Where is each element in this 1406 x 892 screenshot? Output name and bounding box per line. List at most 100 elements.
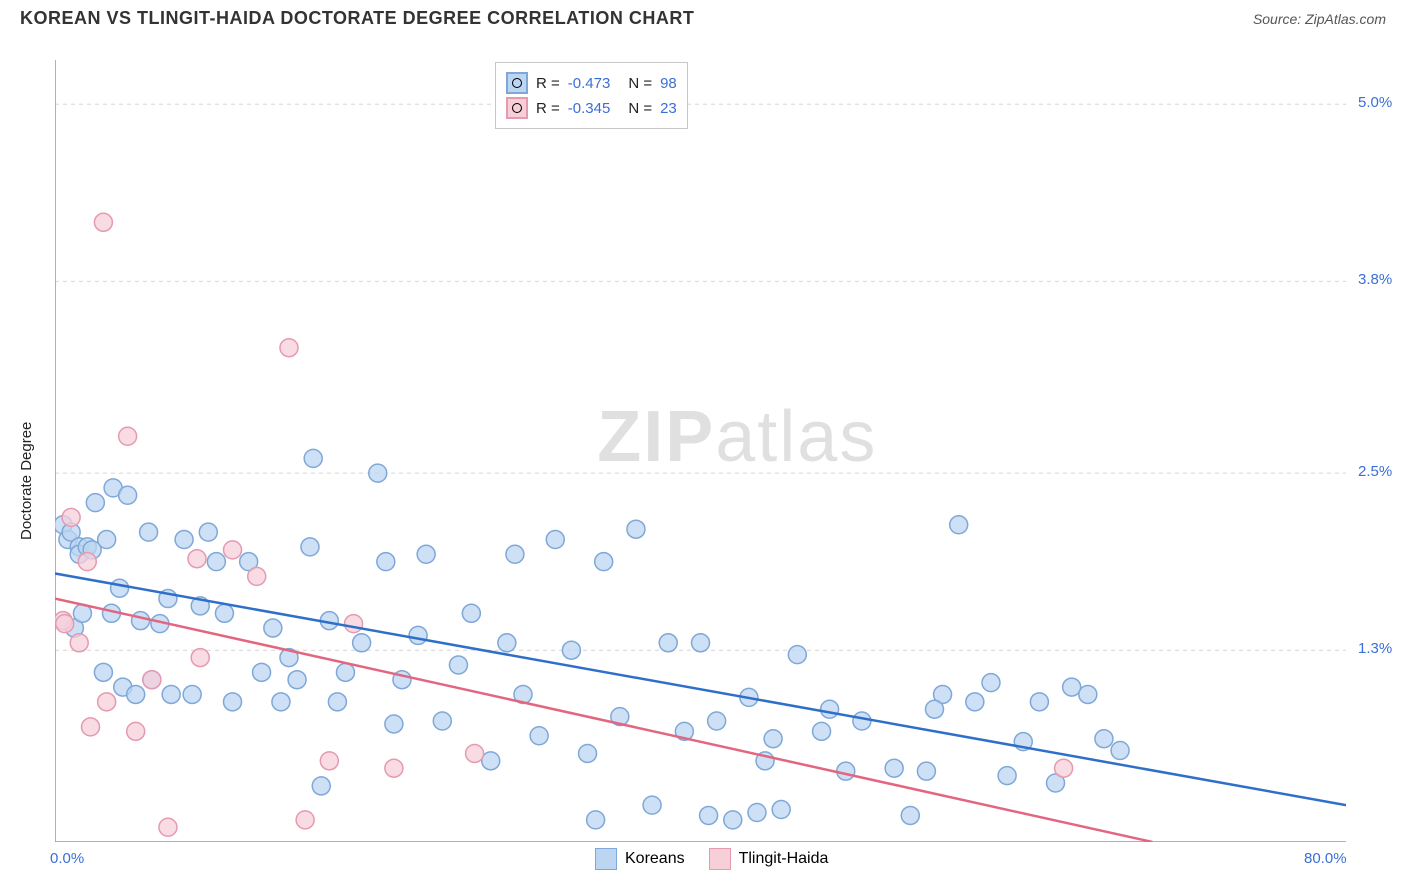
data-point-koreans bbox=[788, 646, 806, 664]
data-point-tlingit bbox=[280, 339, 298, 357]
data-point-koreans bbox=[643, 796, 661, 814]
data-point-koreans bbox=[724, 811, 742, 829]
data-point-koreans bbox=[998, 767, 1016, 785]
data-point-koreans bbox=[982, 674, 1000, 692]
data-point-koreans bbox=[312, 777, 330, 795]
data-point-koreans bbox=[215, 604, 233, 622]
data-point-koreans bbox=[901, 806, 919, 824]
data-point-koreans bbox=[546, 531, 564, 549]
data-point-koreans bbox=[627, 520, 645, 538]
data-point-tlingit bbox=[70, 634, 88, 652]
legend-r-label: R = bbox=[536, 100, 560, 117]
data-point-tlingit bbox=[98, 693, 116, 711]
data-point-koreans bbox=[562, 641, 580, 659]
data-point-koreans bbox=[417, 545, 435, 563]
data-point-koreans bbox=[772, 801, 790, 819]
data-point-koreans bbox=[813, 722, 831, 740]
data-point-koreans bbox=[1079, 685, 1097, 703]
trendline-tlingit bbox=[55, 599, 1152, 842]
data-point-tlingit bbox=[119, 427, 137, 445]
data-point-koreans bbox=[449, 656, 467, 674]
data-point-koreans bbox=[199, 523, 217, 541]
data-point-koreans bbox=[127, 685, 145, 703]
data-point-tlingit bbox=[78, 553, 96, 571]
data-point-tlingit bbox=[345, 615, 363, 633]
data-point-koreans bbox=[764, 730, 782, 748]
data-point-tlingit bbox=[56, 615, 74, 633]
legend-row-koreans: R = -0.473 N = 98 bbox=[506, 72, 677, 94]
source-prefix: Source: bbox=[1253, 11, 1305, 27]
x-tick-label: 0.0% bbox=[50, 850, 84, 867]
data-point-koreans bbox=[659, 634, 677, 652]
legend-r-label: R = bbox=[536, 75, 560, 92]
data-point-tlingit bbox=[296, 811, 314, 829]
legend-sw-koreans bbox=[595, 848, 617, 870]
data-point-koreans bbox=[917, 762, 935, 780]
data-point-koreans bbox=[336, 663, 354, 681]
data-point-tlingit bbox=[320, 752, 338, 770]
legend-sw-tlingit bbox=[709, 848, 731, 870]
data-point-koreans bbox=[708, 712, 726, 730]
data-point-koreans bbox=[700, 806, 718, 824]
source-link[interactable]: ZipAtlas.com bbox=[1305, 11, 1386, 27]
data-point-tlingit bbox=[466, 744, 484, 762]
data-point-koreans bbox=[377, 553, 395, 571]
data-point-koreans bbox=[111, 579, 129, 597]
legend-n-value: 98 bbox=[660, 75, 677, 92]
data-point-koreans bbox=[385, 715, 403, 733]
legend-series-label: Tlingit-Haida bbox=[739, 850, 829, 868]
data-point-tlingit bbox=[1055, 759, 1073, 777]
y-tick-label: 2.5% bbox=[1358, 463, 1392, 480]
data-point-koreans bbox=[579, 744, 597, 762]
data-point-koreans bbox=[304, 449, 322, 467]
legend-item-koreans: Koreans bbox=[595, 848, 685, 870]
data-point-tlingit bbox=[224, 541, 242, 559]
trendline-koreans bbox=[55, 573, 1346, 805]
chart-container: KOREAN VS TLINGIT-HAIDA DOCTORATE DEGREE… bbox=[0, 0, 1406, 892]
data-point-koreans bbox=[587, 811, 605, 829]
data-point-koreans bbox=[966, 693, 984, 711]
data-point-koreans bbox=[272, 693, 290, 711]
data-point-koreans bbox=[183, 685, 201, 703]
data-point-koreans bbox=[140, 523, 158, 541]
data-point-tlingit bbox=[191, 649, 209, 667]
data-point-koreans bbox=[482, 752, 500, 770]
data-point-tlingit bbox=[127, 722, 145, 740]
data-point-koreans bbox=[748, 803, 766, 821]
data-point-koreans bbox=[925, 700, 943, 718]
source-attribution: Source: ZipAtlas.com bbox=[1253, 11, 1386, 27]
y-tick-label: 1.3% bbox=[1358, 640, 1392, 657]
plot-area: ZIPatlas R = -0.473 N = 98 R = -0.345 N … bbox=[55, 60, 1346, 842]
data-point-tlingit bbox=[94, 213, 112, 231]
data-point-koreans bbox=[1111, 742, 1129, 760]
data-point-koreans bbox=[253, 663, 271, 681]
data-point-koreans bbox=[1030, 693, 1048, 711]
data-point-koreans bbox=[98, 531, 116, 549]
data-point-koreans bbox=[132, 612, 150, 630]
data-point-tlingit bbox=[385, 759, 403, 777]
data-point-koreans bbox=[175, 531, 193, 549]
data-point-tlingit bbox=[188, 550, 206, 568]
data-point-koreans bbox=[1063, 678, 1081, 696]
legend-swatch-tlingit bbox=[506, 97, 528, 119]
data-point-koreans bbox=[692, 634, 710, 652]
data-point-koreans bbox=[498, 634, 516, 652]
legend-swatch-koreans bbox=[506, 72, 528, 94]
data-point-tlingit bbox=[143, 671, 161, 689]
x-tick-label: 80.0% bbox=[1304, 850, 1347, 867]
legend-r-value: -0.345 bbox=[568, 100, 611, 117]
data-point-koreans bbox=[853, 712, 871, 730]
legend-item-tlingit: Tlingit-Haida bbox=[709, 848, 829, 870]
data-point-koreans bbox=[86, 494, 104, 512]
header-bar: KOREAN VS TLINGIT-HAIDA DOCTORATE DEGREE… bbox=[20, 8, 1386, 29]
legend-series-label: Koreans bbox=[625, 850, 685, 868]
data-point-koreans bbox=[821, 700, 839, 718]
data-point-koreans bbox=[301, 538, 319, 556]
scatter-plot-svg bbox=[55, 60, 1346, 842]
data-point-koreans bbox=[94, 663, 112, 681]
y-tick-label: 5.0% bbox=[1358, 94, 1392, 111]
data-point-koreans bbox=[264, 619, 282, 637]
data-point-koreans bbox=[207, 553, 225, 571]
data-point-tlingit bbox=[62, 508, 80, 526]
data-point-koreans bbox=[837, 762, 855, 780]
